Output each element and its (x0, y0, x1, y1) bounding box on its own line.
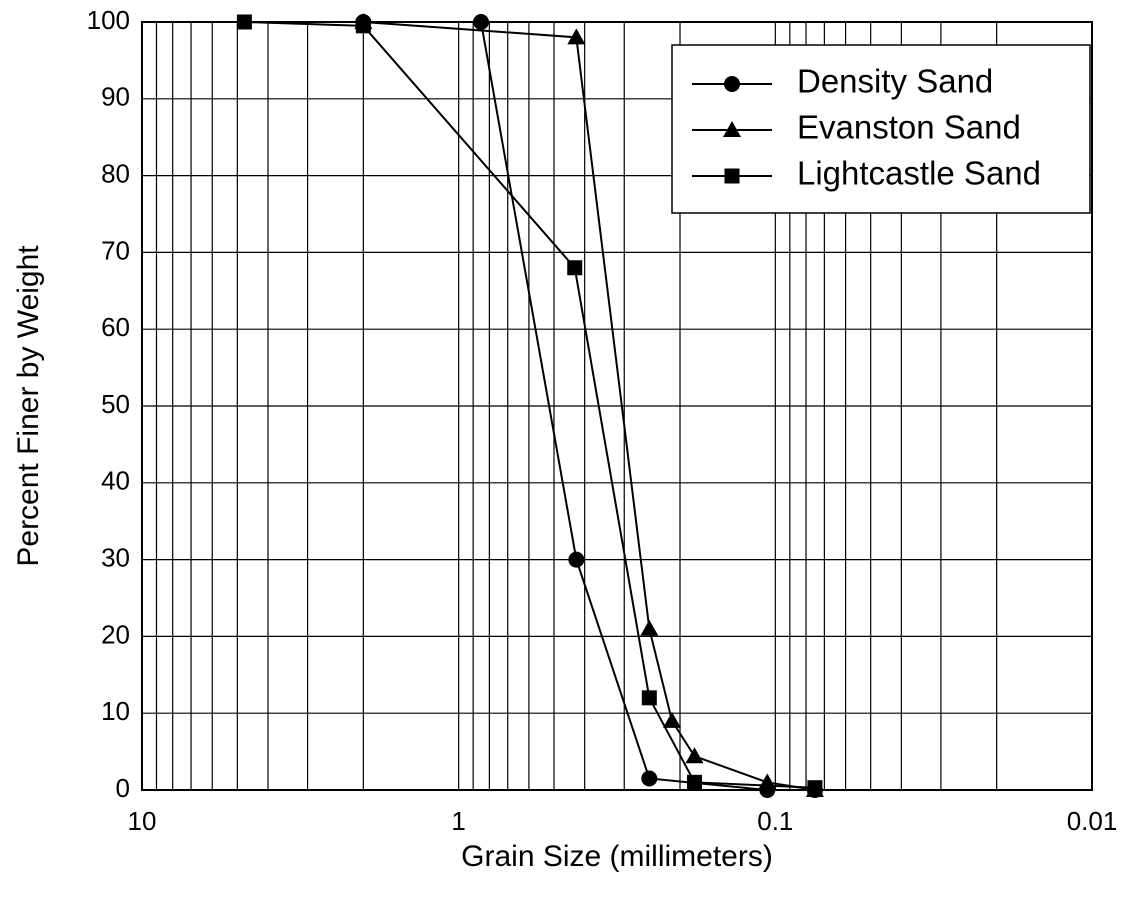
marker (641, 770, 658, 787)
marker (807, 780, 823, 796)
y-tick-label: 0 (116, 773, 130, 803)
plot-frame (141, 21, 1093, 791)
marker (724, 76, 740, 92)
marker (686, 774, 702, 790)
y-tick-label: 90 (101, 82, 130, 112)
y-tick-label: 80 (101, 158, 130, 188)
y-tick-label: 50 (101, 389, 130, 419)
marker (723, 121, 741, 137)
y-axis-label: Percent Finer by Weight (12, 245, 45, 567)
marker (640, 619, 659, 636)
marker (236, 14, 252, 30)
legend-label: Density Sand (797, 63, 993, 100)
marker (758, 773, 777, 790)
marker (355, 18, 371, 34)
marker (685, 747, 704, 764)
marker (473, 14, 490, 30)
legend-label: Lightcastle Sand (797, 155, 1041, 192)
marker (567, 28, 586, 45)
x-tick-label: 0.01 (1067, 806, 1118, 836)
y-tick-label: 40 (101, 466, 130, 496)
legend-label: Evanston Sand (797, 109, 1021, 146)
marker (724, 168, 740, 184)
marker (662, 711, 681, 728)
y-tick-label: 20 (101, 619, 130, 649)
x-tick-label: 1 (451, 806, 465, 836)
marker (568, 551, 585, 568)
y-tick-label: 60 (101, 312, 130, 342)
x-tick-label: 10 (128, 806, 157, 836)
marker (641, 690, 657, 706)
series-line (244, 21, 815, 789)
y-tick-label: 70 (101, 235, 130, 265)
x-tick-label: 0.1 (757, 806, 793, 836)
y-tick-label: 10 (101, 696, 130, 726)
y-tick-label: 100 (87, 5, 130, 35)
marker (567, 260, 583, 276)
y-tick-label: 30 (101, 542, 130, 572)
x-axis-label: Grain Size (millimeters) (461, 840, 773, 873)
